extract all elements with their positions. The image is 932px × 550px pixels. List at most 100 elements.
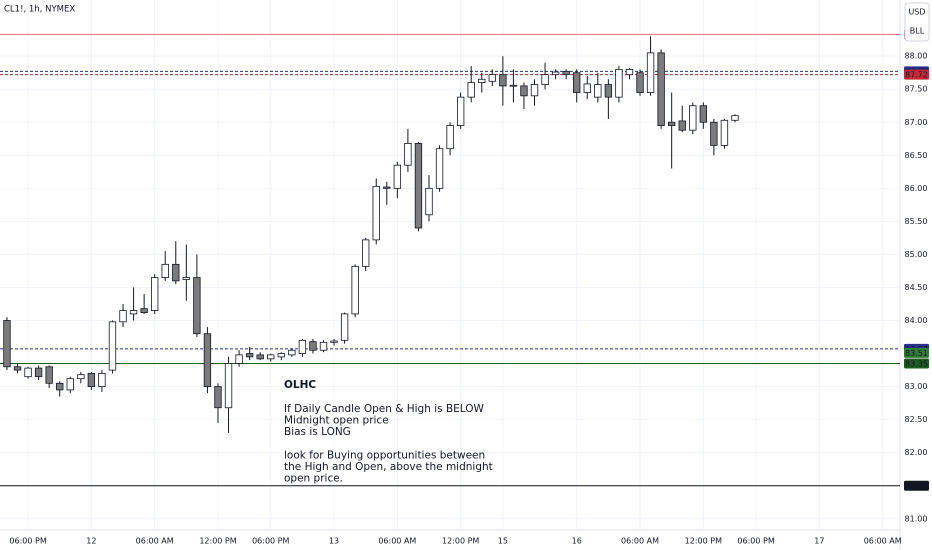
candle-body xyxy=(129,310,138,315)
candle-body xyxy=(245,353,254,358)
y-tick-label: 88.00 xyxy=(905,52,928,61)
y-tick-label: 85.00 xyxy=(905,250,928,259)
candle-body xyxy=(45,366,53,384)
candle-body xyxy=(551,71,560,76)
price-level-label: 81.50 xyxy=(905,482,928,491)
candle-body xyxy=(151,277,159,311)
candle-body xyxy=(351,265,359,315)
candle-body xyxy=(562,70,570,76)
candle-body xyxy=(224,363,233,409)
price-level-label: 87.72 xyxy=(905,71,928,80)
candle-body xyxy=(340,313,349,341)
candle-body xyxy=(256,354,264,360)
x-tick-label: 13 xyxy=(329,537,339,546)
annotation-line: the High and Open, above the midnight xyxy=(284,461,493,473)
grid xyxy=(0,0,900,530)
price-level-box xyxy=(904,358,929,369)
candle-body xyxy=(182,277,191,280)
candle-body xyxy=(668,121,676,126)
annotation: OLHC If Daily Candle Open & High is BELOW… xyxy=(284,379,493,485)
currency: USD xyxy=(908,8,925,17)
candle-body xyxy=(13,366,22,371)
unit: BLL xyxy=(910,27,925,36)
candle-body xyxy=(330,340,338,343)
annotation-line: If Daily Candle Open & High is BELOW xyxy=(284,403,485,415)
x-tick-label: 12:00 PM xyxy=(685,537,722,546)
y-tick-label: 85.50 xyxy=(905,217,928,226)
candle-body xyxy=(657,52,665,126)
candle-body xyxy=(66,378,74,391)
candle-body xyxy=(646,52,655,93)
candle-body xyxy=(435,148,444,189)
candle-body xyxy=(499,74,507,87)
annotation-line: look for Buying opportunities between xyxy=(284,450,485,462)
candle-body xyxy=(625,68,634,76)
price-level-label: 83.51 xyxy=(905,349,928,358)
annotation-line: Bias is LONG xyxy=(284,426,351,438)
y-tick-label: 86.50 xyxy=(905,151,928,160)
x-tick-label: 16 xyxy=(572,537,582,546)
candle-body xyxy=(467,82,475,98)
unit-box[interactable] xyxy=(904,2,930,42)
candle-body xyxy=(383,186,391,189)
candle-body xyxy=(689,105,697,131)
y-tick-label: 86.00 xyxy=(905,184,928,193)
candle-body xyxy=(636,72,644,93)
candle-body xyxy=(87,372,96,387)
candle-body xyxy=(161,263,169,278)
candle-body xyxy=(288,349,296,356)
candle-body xyxy=(34,367,43,378)
price-level-box xyxy=(904,347,929,358)
x-tick-label: 12 xyxy=(86,537,96,546)
candle-body xyxy=(203,333,212,387)
x-tick-label: 06:00 AM xyxy=(621,537,659,546)
annotation-line: open price. xyxy=(284,473,343,485)
candle-body xyxy=(425,187,433,216)
candle-body xyxy=(214,386,222,409)
candle-body xyxy=(594,84,602,98)
axes: 81.00 82.00 82.50 83.00 84.00 84.50 85.00 85.50… xyxy=(9,52,927,546)
price-level-label: 83.35 xyxy=(905,359,928,368)
candle-body xyxy=(488,74,496,82)
candle-body xyxy=(731,115,739,121)
x-tick-label: 06:00 AM xyxy=(864,537,902,546)
candle-body xyxy=(678,120,686,131)
y-tick-label: 87.50 xyxy=(905,85,928,94)
candle-body xyxy=(140,308,148,313)
candle-body xyxy=(456,96,465,126)
candle-body xyxy=(573,72,581,93)
y-tick-label: 82.50 xyxy=(905,415,928,424)
candle-body xyxy=(583,83,591,93)
candle-body xyxy=(98,372,106,387)
candle-body xyxy=(393,164,402,189)
candle-body xyxy=(720,119,729,146)
candle-body xyxy=(24,367,32,378)
candle-body xyxy=(172,263,180,282)
candle-body xyxy=(414,143,423,229)
candles xyxy=(3,36,739,433)
y-tick-label: 81.00 xyxy=(905,514,928,523)
x-tick-label: 12:00 PM xyxy=(199,537,236,546)
candle-body xyxy=(372,185,380,241)
candle-body xyxy=(77,374,85,380)
x-tick-label: 06:00 PM xyxy=(252,537,289,546)
candle-body xyxy=(108,321,117,371)
y-tick-label: 84.50 xyxy=(905,283,928,292)
y-tick-label: 83.00 xyxy=(905,382,928,391)
candle-body xyxy=(541,74,549,85)
x-tick-label: 06:00 PM xyxy=(737,537,774,546)
candle-body xyxy=(604,84,613,98)
x-tick-label: 12:00 PM xyxy=(442,537,479,546)
x-tick-label: 17 xyxy=(814,537,824,546)
candle-body xyxy=(446,125,454,150)
x-tick-label: 15 xyxy=(498,537,508,546)
candle-body xyxy=(615,68,623,98)
y-tick-label: 84.00 xyxy=(905,316,928,325)
candle-body xyxy=(319,341,328,351)
candle-body xyxy=(298,339,307,354)
candle-body xyxy=(309,341,317,351)
candle-body xyxy=(404,143,412,166)
x-tick-label: 06:00 AM xyxy=(136,537,174,546)
